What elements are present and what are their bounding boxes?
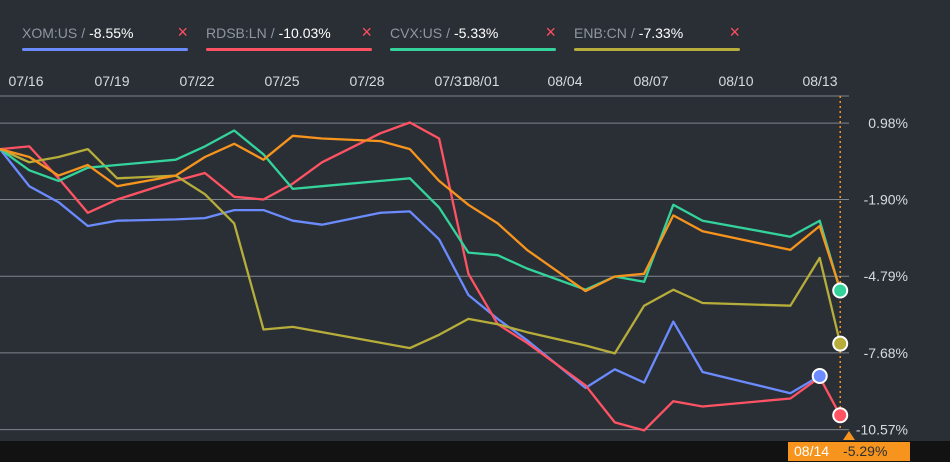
legend-series-name: XOM:US <box>22 25 78 41</box>
legend-line <box>22 48 188 51</box>
y-tick-label: -7.68% <box>864 345 908 361</box>
badge-date: 08/14 <box>794 443 830 459</box>
end-marker-cvx-us[interactable] <box>832 282 849 299</box>
legend-series-name: ENB:CN <box>574 25 627 41</box>
legend-line <box>574 48 740 51</box>
legend-item-enb[interactable]: ENB:CN / -7.33% × <box>574 22 740 54</box>
series-line-rdsb-ln[interactable] <box>0 121 842 432</box>
date-badge: 08/14 -5.29% <box>788 442 910 461</box>
legend-series-value: -5.33% <box>454 25 499 41</box>
badge-value: -5.29% <box>843 443 888 459</box>
x-tick-label: 08/10 <box>718 73 753 89</box>
x-tick-label: 07/28 <box>349 73 384 89</box>
legend-series-name: RDSB:LN <box>206 25 267 41</box>
bottom-axis-bar <box>0 441 950 462</box>
close-icon[interactable]: × <box>545 22 556 42</box>
legend-series-value: -8.55% <box>89 25 134 41</box>
x-tick-label: 08/07 <box>633 73 668 89</box>
series-line-xom-us[interactable] <box>0 148 821 395</box>
legend-separator: / <box>446 25 451 41</box>
y-tick-label: 0.98% <box>868 115 908 131</box>
y-tick-label: -10.57% <box>856 422 908 438</box>
legend-series-name: CVX:US <box>390 25 443 41</box>
badge-arrow-icon <box>843 431 855 440</box>
gridlines <box>0 122 849 431</box>
legend-separator: / <box>81 25 86 41</box>
legend-item-rdsb[interactable]: RDSB:LN / -10.03% × <box>206 22 372 54</box>
legend-item-cvx[interactable]: CVX:US / -5.33% × <box>390 22 556 54</box>
x-tick-label: 07/25 <box>264 73 299 89</box>
series-line-08-14-marker[interactable] <box>0 134 842 293</box>
x-tick-label: 08/13 <box>802 73 837 89</box>
x-tick-label: 08/01 <box>464 73 499 89</box>
x-tick-label: 08/04 <box>547 73 582 89</box>
close-icon[interactable]: × <box>361 22 372 42</box>
legend-item-xom[interactable]: XOM:US / -8.55% × <box>22 22 188 54</box>
legend-series-value: -7.33% <box>638 25 684 41</box>
close-icon[interactable]: × <box>177 22 188 42</box>
end-marker-enb-cn[interactable] <box>832 335 849 352</box>
x-tick-label: 07/16 <box>8 73 43 89</box>
close-icon[interactable]: × <box>729 22 740 42</box>
legend-series-value: -10.03% <box>278 25 331 41</box>
series-line-enb-cn[interactable] <box>0 147 842 355</box>
legend-separator: / <box>270 25 275 41</box>
end-marker-rdsb-ln[interactable] <box>832 407 849 424</box>
y-tick-label: -4.79% <box>864 268 908 284</box>
y-tick-label: -1.90% <box>864 192 908 208</box>
legend: XOM:US / -8.55% × RDSB:LN / -10.03% × CVX:US… <box>22 22 740 54</box>
legend-line <box>206 48 372 51</box>
end-markers <box>811 282 849 424</box>
legend-line <box>390 48 556 51</box>
series-line-cvx-us[interactable] <box>0 129 842 291</box>
x-tick-label: 07/22 <box>179 73 214 89</box>
x-tick-label: 07/19 <box>94 73 129 89</box>
x-tick-label: 07/31 <box>434 73 469 89</box>
legend-separator: / <box>630 25 635 41</box>
series-lines <box>0 121 842 432</box>
end-marker-xom-us[interactable] <box>811 367 828 384</box>
y-axis-labels: 0.98% -1.90% -4.79% -7.68% -10.57% <box>856 115 908 438</box>
